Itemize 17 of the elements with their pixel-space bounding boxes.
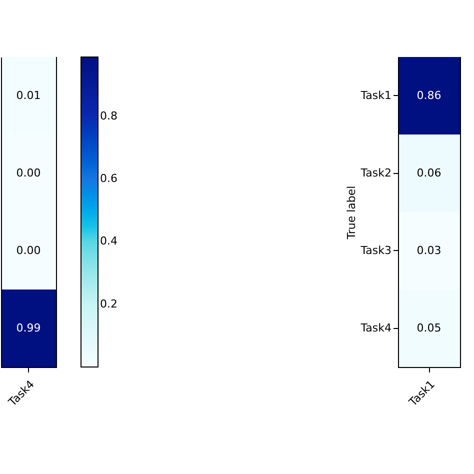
- color-bar-label: 0.4: [100, 234, 118, 248]
- color-bar-label: 0.8: [100, 109, 118, 122]
- data-label: 0.01: [16, 88, 41, 102]
- data-label: 0.05: [416, 321, 442, 334]
- data-label: 0.99: [16, 321, 41, 334]
- y-tick-label: Task1: [360, 88, 392, 102]
- color-bar-label: 0.2: [100, 297, 118, 310]
- data-label: 0.00: [16, 244, 41, 257]
- y-axis-title: True label: [344, 186, 358, 240]
- y-tick-label: Task2: [360, 166, 392, 180]
- y-tick-label: Task3: [360, 244, 392, 257]
- data-label: 0.00: [16, 166, 41, 180]
- data-label: 0.03: [416, 244, 442, 257]
- data-label: 0.06: [416, 166, 442, 180]
- data-label: 0.86: [416, 88, 442, 102]
- color-bar-label: 0.6: [100, 172, 118, 186]
- y-tick-label: Task4: [360, 321, 392, 334]
